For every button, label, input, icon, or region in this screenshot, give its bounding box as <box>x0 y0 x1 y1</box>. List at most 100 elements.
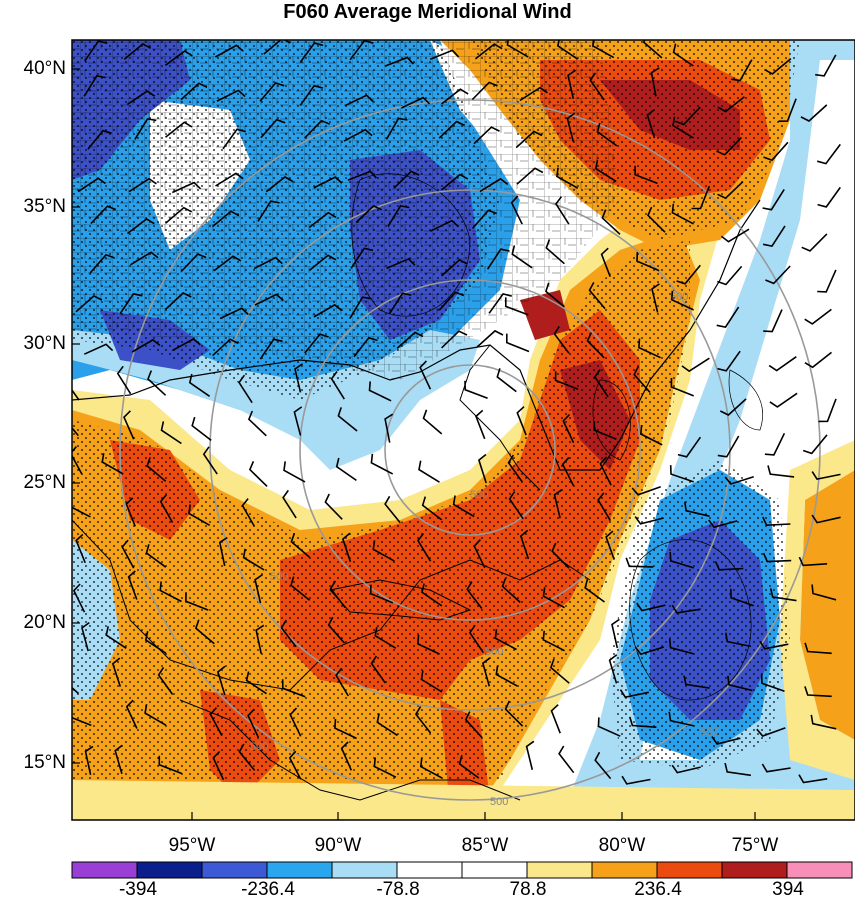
wind-barb <box>441 330 468 349</box>
wind-barb <box>160 421 182 445</box>
wind-barb <box>760 674 785 693</box>
wind-barb <box>241 498 256 527</box>
wind-barb <box>556 167 579 189</box>
wind-barb <box>369 584 394 604</box>
wind-barb <box>720 228 750 243</box>
wind-barb <box>495 665 518 687</box>
wind-barb <box>510 195 523 225</box>
wind-barb <box>146 457 167 482</box>
wind-barb <box>634 165 658 185</box>
wind-barb <box>185 592 209 611</box>
wind-barb <box>340 741 353 771</box>
region-yellow-east <box>780 440 855 780</box>
wind-barb <box>89 253 115 274</box>
wind-barb <box>765 265 791 285</box>
wind-barb <box>159 581 182 603</box>
wind-barb <box>324 493 343 520</box>
wind-barb <box>259 81 285 102</box>
wind-barb <box>72 583 86 613</box>
wind-barb <box>716 136 743 156</box>
contour-lines <box>351 173 763 701</box>
wind-barb <box>479 177 509 193</box>
wind-barb <box>422 409 443 435</box>
wind-barb <box>802 434 828 455</box>
wind-barb <box>84 40 108 62</box>
wind-barb <box>511 245 533 269</box>
lat-label-35n: 35°N <box>23 196 66 217</box>
wind-barb <box>763 309 783 333</box>
wind-barb <box>347 170 377 181</box>
wind-barb <box>507 454 524 483</box>
wind-barb <box>486 248 510 270</box>
wind-barb <box>608 654 618 684</box>
stipple-atlantic <box>610 460 790 770</box>
wind-barb <box>288 750 302 780</box>
wind-barb <box>304 333 329 354</box>
wind-barb <box>75 533 86 564</box>
wind-barb <box>525 740 535 770</box>
wind-barb <box>516 167 544 185</box>
wind-barb <box>798 556 828 567</box>
wind-barb <box>621 775 651 785</box>
wind-barb <box>213 255 242 272</box>
wind-barb <box>299 84 324 106</box>
wind-barb <box>211 210 240 228</box>
wind-barb <box>642 40 663 59</box>
wind-barb <box>516 406 527 436</box>
wind-barb <box>647 206 666 233</box>
wind-barb <box>671 604 701 614</box>
wind-barb <box>101 453 124 475</box>
wind-barb <box>593 421 617 441</box>
wind-barb <box>290 576 311 601</box>
wind-barb <box>717 181 744 200</box>
wind-barb <box>218 536 228 567</box>
wind-barb <box>631 485 661 496</box>
wind-barb <box>257 200 280 222</box>
wind-barb <box>727 675 753 692</box>
wind-barb <box>504 700 524 727</box>
wind-barb <box>597 717 621 737</box>
svg-text:500: 500 <box>700 726 718 738</box>
svg-text:500: 500 <box>670 291 688 303</box>
wind-barb <box>763 141 789 162</box>
wind-barb <box>600 247 611 277</box>
wind-barb <box>584 578 605 603</box>
wind-barb <box>668 638 695 655</box>
svg-text:500: 500 <box>490 796 508 808</box>
wind-barb <box>83 343 114 355</box>
wind-barb <box>594 159 617 183</box>
wind-barb <box>769 588 797 602</box>
wind-barb <box>764 57 792 75</box>
wind-barb <box>496 368 517 393</box>
wind-barb <box>817 186 841 208</box>
wind-barb <box>414 706 432 734</box>
wind-barb <box>77 177 106 193</box>
wind-barb <box>393 170 420 189</box>
wind-barb <box>72 426 79 437</box>
wind-barb <box>558 745 575 774</box>
wind-barb <box>245 671 267 695</box>
wind-barb <box>671 764 701 774</box>
wind-barb <box>421 496 443 521</box>
wind-barb <box>370 453 394 475</box>
wind-barb <box>668 711 695 727</box>
wind-barb <box>417 533 432 562</box>
wind-barb <box>708 519 738 529</box>
wind-barb <box>418 460 440 483</box>
wind-barb <box>144 704 167 726</box>
wind-barb <box>501 577 521 603</box>
wind-barb <box>83 75 106 97</box>
wind-barb <box>191 416 212 442</box>
wind-barb <box>387 205 410 227</box>
wind-barb <box>488 292 512 314</box>
florida-peninsula <box>459 344 541 491</box>
wind-barb <box>290 532 311 558</box>
wind-barb <box>473 126 500 145</box>
wind-barb <box>121 539 135 569</box>
wind-barb <box>72 506 91 518</box>
colorbar-box <box>331 861 398 879</box>
wind-barb <box>180 82 208 101</box>
wind-barb <box>165 292 192 310</box>
wind-barb <box>506 333 530 353</box>
wind-barb <box>114 744 123 775</box>
